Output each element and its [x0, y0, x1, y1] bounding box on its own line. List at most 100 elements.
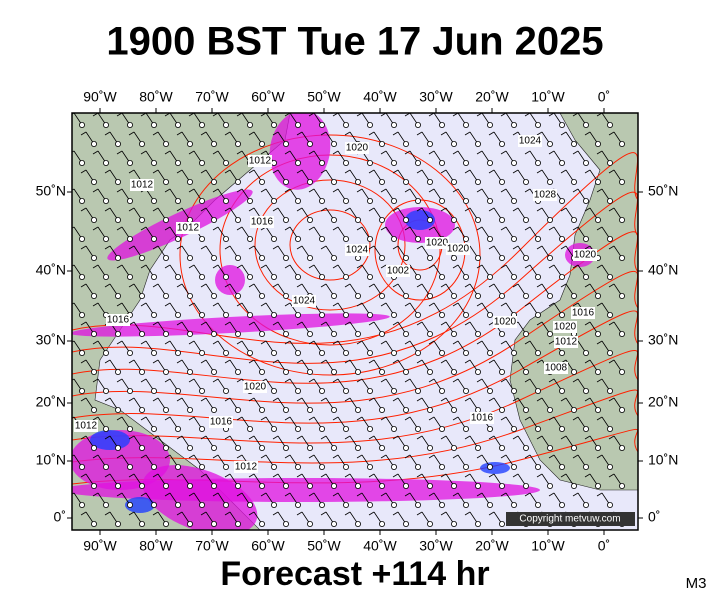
barb-station — [462, 501, 469, 508]
barb-station — [366, 235, 373, 242]
barb-flag — [320, 169, 327, 174]
barb-station — [222, 311, 229, 318]
barb-station — [150, 122, 157, 129]
barb-flag — [524, 264, 531, 269]
barb-flag — [500, 492, 507, 497]
barb-flag — [236, 302, 243, 307]
barb-station — [198, 311, 205, 318]
barb-flag — [188, 416, 195, 421]
barb-station — [174, 387, 181, 394]
isobar-label: 1020 — [426, 238, 449, 249]
barb-station — [523, 216, 530, 223]
barb-station — [402, 368, 409, 375]
barb-station — [306, 140, 313, 147]
isobar-label: 1012 — [249, 156, 272, 167]
barb-station — [486, 387, 493, 394]
barb-station — [414, 273, 421, 280]
barb-station — [523, 330, 530, 337]
barb-flag — [452, 188, 459, 193]
barb-station — [462, 425, 469, 432]
barb-flag — [548, 264, 555, 269]
barb-flag — [404, 416, 411, 421]
barb-flag — [488, 131, 495, 136]
barb-flag — [392, 359, 399, 364]
barb-flag — [452, 416, 459, 421]
isobar — [289, 209, 371, 281]
isobar-label: 1020 — [244, 382, 267, 393]
barb-flag — [572, 378, 579, 383]
barb-station — [270, 501, 277, 508]
barb-station — [450, 444, 457, 451]
isobar-label: 1020 — [554, 322, 577, 333]
barb-flag — [392, 511, 399, 516]
barb-station — [342, 311, 349, 318]
barb-station — [246, 311, 253, 318]
barb-flag — [72, 264, 75, 267]
barb-flag — [272, 245, 279, 250]
barb-station — [619, 368, 626, 375]
barb-station — [210, 444, 217, 451]
barb-flag — [188, 492, 195, 497]
barb-station — [486, 273, 493, 280]
barb-flag — [248, 435, 255, 440]
barb-flag — [500, 150, 507, 155]
barb-flag — [548, 492, 555, 497]
barb-station — [378, 140, 385, 147]
barb-station — [619, 216, 626, 223]
barb-flag — [128, 473, 135, 478]
barb-flag — [224, 511, 231, 516]
barb-station — [294, 501, 301, 508]
barb-station — [498, 521, 505, 528]
barb-flag — [452, 302, 459, 307]
barb-flag — [608, 207, 615, 212]
isobar-label-box — [470, 412, 494, 424]
barb-flag — [272, 397, 279, 402]
barb-station — [462, 273, 469, 280]
barb-station — [450, 140, 457, 147]
barb-station — [378, 368, 385, 375]
barb-flag — [200, 169, 207, 174]
barb-station — [294, 425, 301, 432]
barb-flag — [308, 378, 315, 383]
barb-flag — [104, 435, 111, 440]
barb-flag — [152, 131, 159, 136]
barb-station — [535, 349, 542, 356]
barb-flag — [596, 188, 603, 193]
barb-station — [162, 178, 169, 185]
barb-station — [378, 216, 385, 223]
barb-flag — [464, 397, 471, 402]
barb-station — [174, 311, 181, 318]
barb-station — [282, 444, 289, 451]
barb-station — [138, 406, 145, 413]
rain-area — [269, 113, 331, 190]
barb-flag — [284, 378, 291, 383]
isobar-label-box — [386, 265, 410, 277]
barb-flag — [500, 416, 507, 421]
barb-flag — [488, 397, 495, 402]
barb-flag — [200, 131, 207, 136]
barb-flag — [164, 378, 171, 383]
barb-station — [210, 521, 217, 528]
barb-flag — [596, 454, 603, 459]
barb-station — [330, 254, 337, 261]
barb-flag — [596, 264, 603, 269]
barb-flag — [488, 207, 495, 212]
barb-station — [583, 273, 590, 280]
barb-flag — [272, 359, 279, 364]
barb-flag — [176, 245, 183, 250]
barb-flag — [536, 435, 543, 440]
barb-station — [486, 463, 493, 470]
barb-station — [91, 292, 98, 299]
model-code: M3 — [686, 575, 707, 592]
barb-flag — [236, 416, 243, 421]
barb-flag — [404, 378, 411, 383]
barb-flag — [368, 207, 375, 212]
barb-station — [523, 368, 530, 375]
lat-label-left: 0˚ — [54, 509, 66, 525]
barb-station — [186, 444, 193, 451]
barb-flag — [116, 188, 123, 193]
barb-flag — [332, 226, 339, 231]
barb-flag — [92, 492, 99, 497]
barb-station — [390, 463, 397, 470]
barb-station — [438, 273, 445, 280]
